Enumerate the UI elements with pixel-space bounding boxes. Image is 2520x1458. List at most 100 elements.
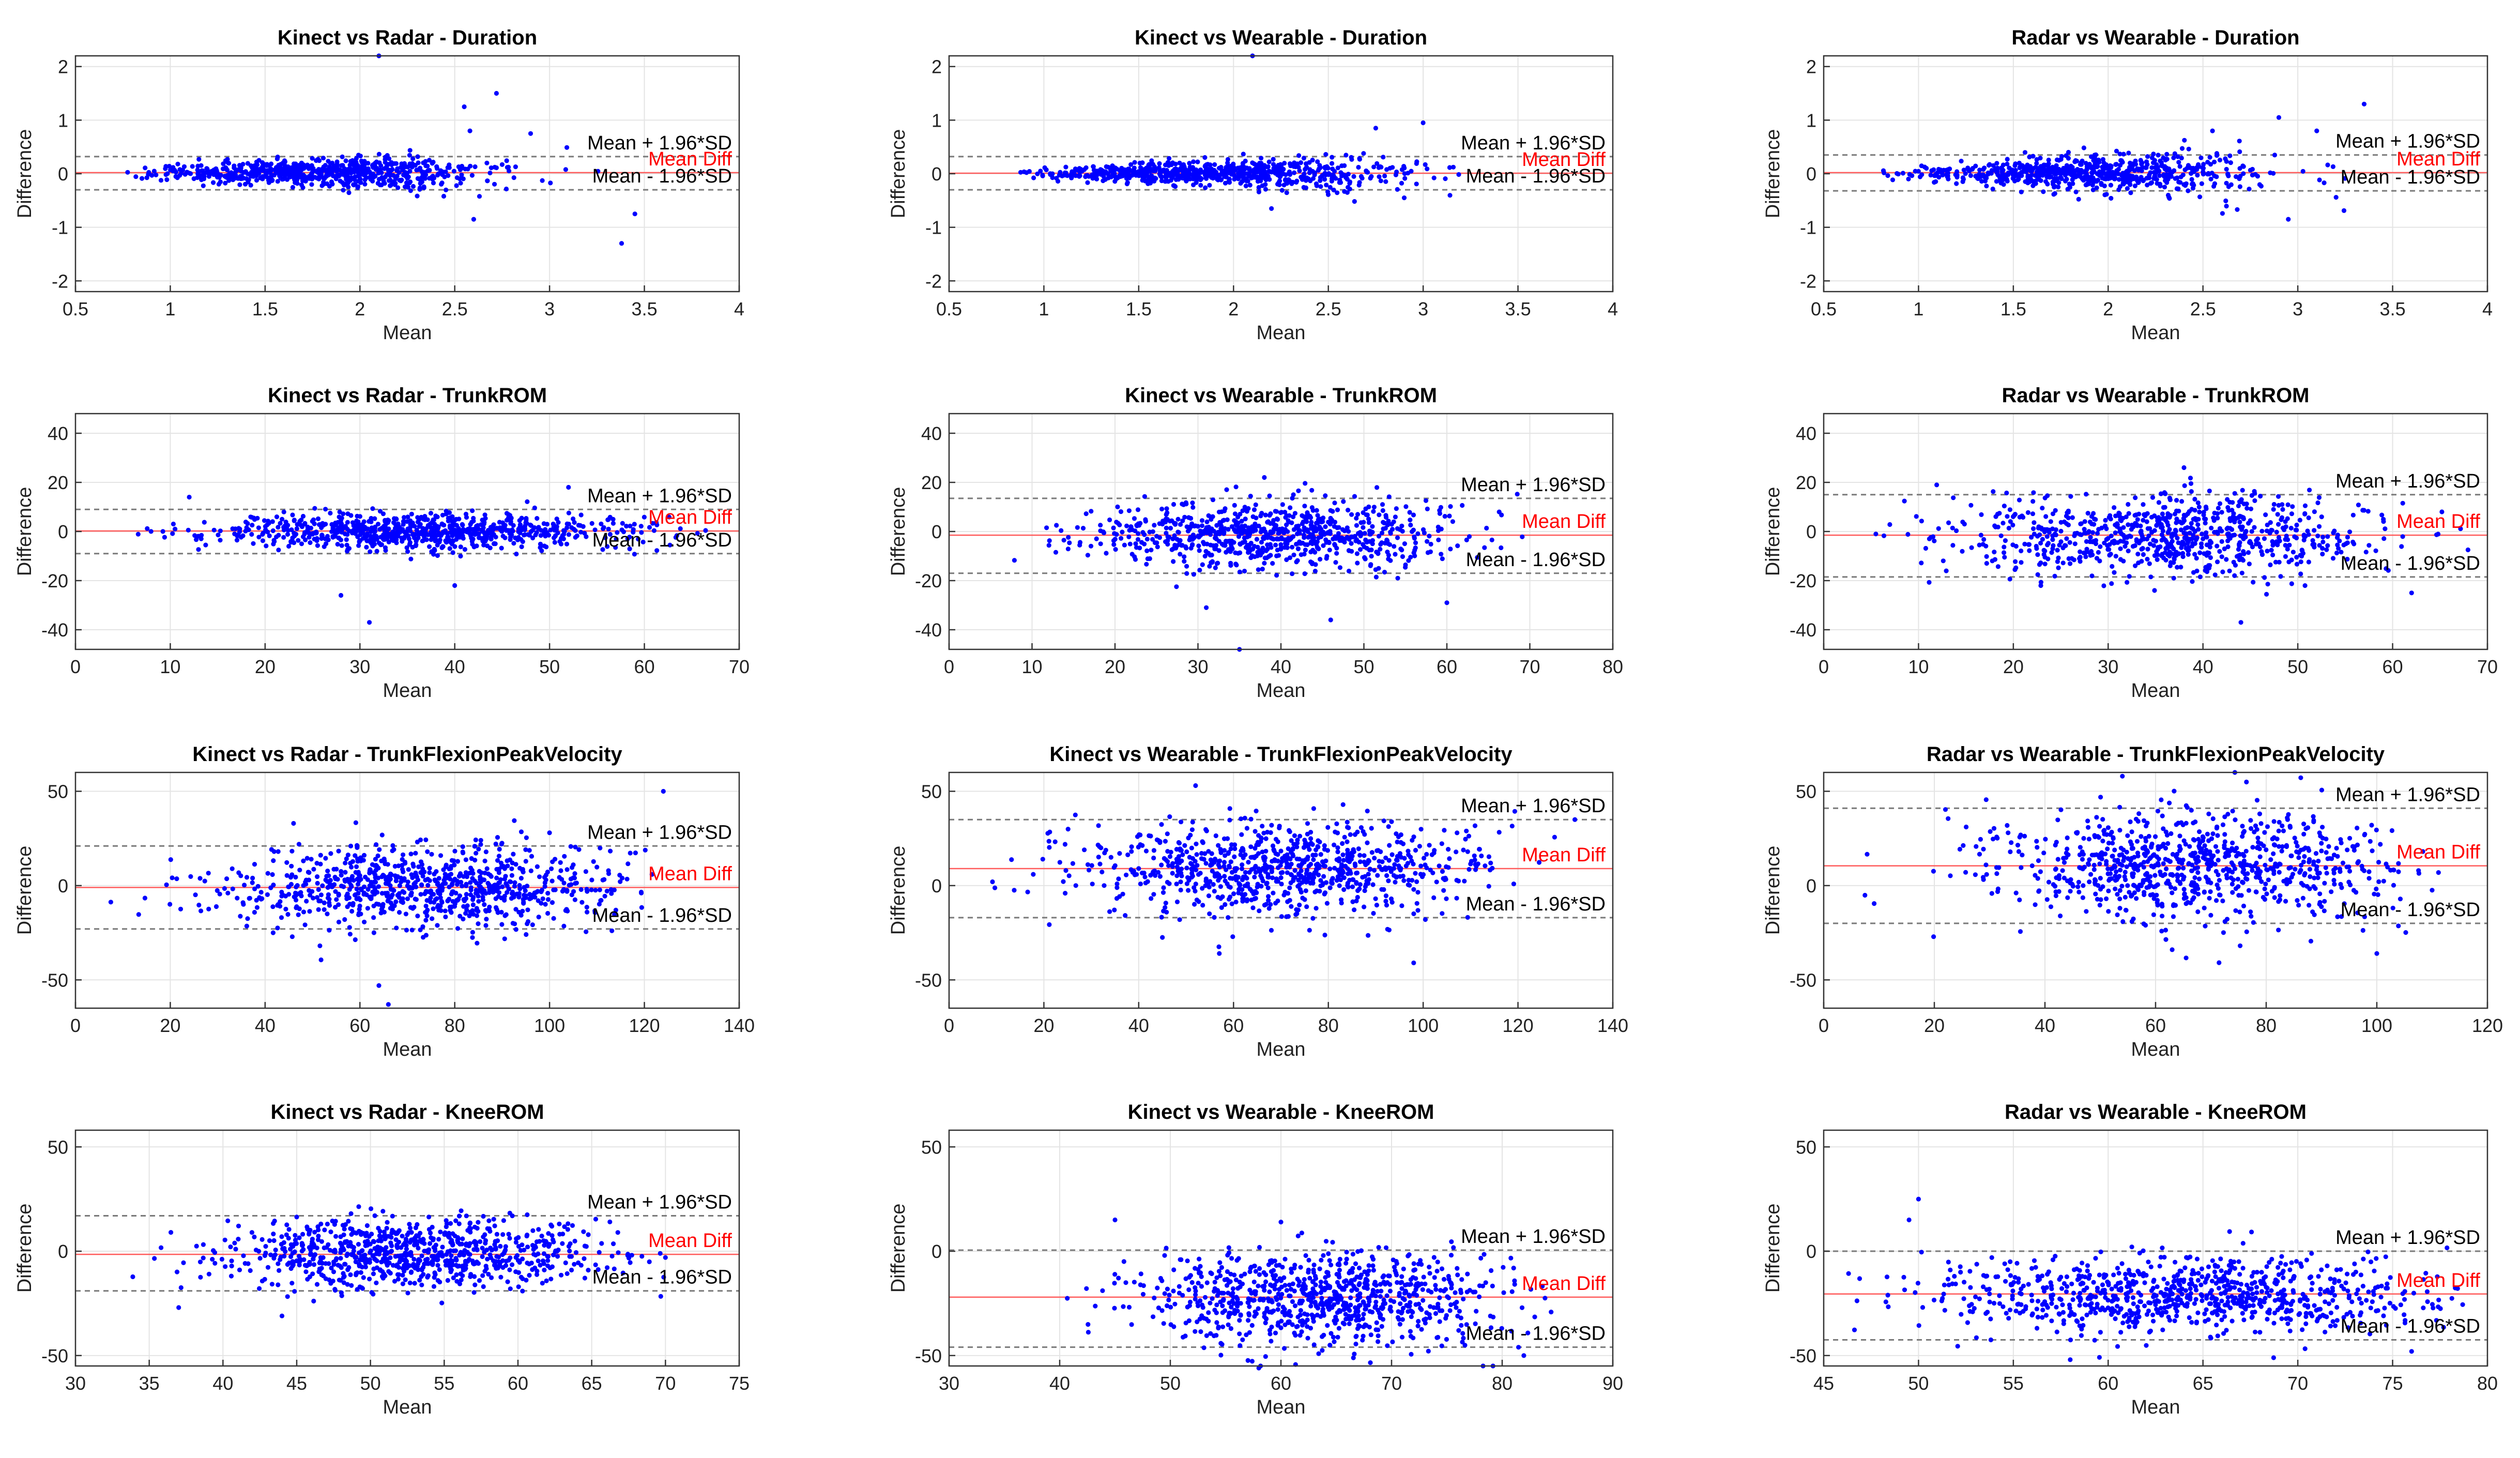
data-point [405, 528, 410, 534]
data-point [1398, 546, 1403, 552]
data-point [1324, 183, 1329, 188]
data-point [2050, 511, 2056, 517]
data-point [2030, 154, 2036, 159]
data-point [2079, 160, 2084, 165]
data-point [271, 173, 277, 178]
data-point [1382, 570, 1387, 575]
data-point [1178, 552, 1183, 557]
data-point [440, 544, 446, 549]
data-point [2165, 523, 2171, 528]
data-point [1231, 170, 1236, 175]
data-point [1185, 528, 1191, 534]
data-point [1226, 527, 1231, 532]
data-point [2209, 540, 2214, 545]
data-point [566, 532, 571, 537]
data-point [1235, 514, 1241, 520]
data-point [1115, 504, 1120, 510]
data-point [415, 154, 420, 159]
data-point [408, 188, 414, 193]
x-tick-label: 1.5 [2000, 298, 2026, 320]
data-point [2035, 572, 2040, 577]
data-point [1251, 167, 1257, 172]
data-point [1377, 174, 1382, 179]
data-point [1322, 177, 1327, 182]
data-point [1075, 525, 1080, 530]
data-point [1340, 536, 1345, 541]
data-point [1152, 523, 1157, 528]
data-point [230, 866, 235, 871]
data-point [1998, 165, 2004, 171]
data-point [1427, 534, 1432, 539]
data-point [2155, 181, 2160, 186]
data-point [2289, 581, 2294, 586]
data-point [674, 533, 679, 538]
data-point [1256, 189, 1261, 194]
data-point [2294, 522, 2299, 528]
data-point [1258, 529, 1263, 535]
x-tick-label: 4 [2482, 298, 2493, 320]
data-point [1174, 584, 1179, 589]
data-point [398, 178, 404, 184]
data-point [431, 552, 436, 557]
data-point [530, 922, 535, 928]
data-point [1316, 526, 1321, 531]
data-point [2229, 527, 2235, 532]
x-axis-label: Mean [1256, 680, 1305, 702]
data-point [2128, 182, 2133, 187]
x-tick-label: 50 [1353, 656, 1374, 677]
data-point [2171, 575, 2176, 581]
data-point [2320, 552, 2325, 557]
data-point [2061, 519, 2067, 525]
data-point [160, 529, 165, 534]
y-tick-label: 0 [58, 521, 68, 542]
data-point [206, 906, 211, 912]
data-point [307, 535, 312, 540]
data-point [1968, 173, 1973, 178]
data-point [407, 169, 413, 174]
data-point [2025, 510, 2030, 515]
y-tick-label: -2 [52, 270, 68, 292]
data-point [445, 531, 450, 536]
data-point [1163, 517, 1169, 522]
data-point [578, 512, 584, 518]
data-point [2283, 554, 2288, 559]
data-point [1302, 571, 1307, 576]
data-point [418, 181, 423, 186]
data-point [2317, 524, 2322, 529]
data-point [2178, 174, 2183, 179]
data-point [357, 514, 363, 519]
data-point [1117, 174, 1123, 179]
data-points [1881, 101, 2367, 222]
x-tick-label: 20 [255, 656, 276, 677]
data-point [2201, 172, 2206, 177]
data-point [171, 521, 176, 527]
data-point [2065, 165, 2070, 171]
data-point [1172, 533, 1177, 538]
x-tick-label: 50 [539, 656, 560, 677]
data-point [2241, 549, 2246, 554]
data-point [246, 527, 251, 533]
data-point [2052, 573, 2057, 579]
data-point [1262, 475, 1267, 480]
data-point [296, 538, 301, 543]
data-point [334, 164, 340, 169]
data-point [2186, 146, 2191, 151]
data-point [1276, 553, 1281, 558]
data-point [1187, 161, 1192, 166]
data-point [372, 533, 377, 538]
data-point [1260, 567, 1265, 572]
data-point [2259, 552, 2265, 557]
data-point [532, 525, 537, 530]
data-point [2222, 546, 2227, 552]
data-point [2139, 160, 2144, 165]
data-point [2294, 535, 2299, 541]
data-point [370, 163, 375, 168]
data-point [1341, 173, 1347, 178]
data-point [1198, 170, 1203, 175]
data-point [1149, 548, 1154, 553]
data-point [1163, 539, 1168, 544]
data-point [2140, 546, 2145, 551]
x-tick-label: 10 [1908, 656, 1929, 677]
data-point [203, 542, 208, 548]
data-point [2038, 580, 2043, 585]
